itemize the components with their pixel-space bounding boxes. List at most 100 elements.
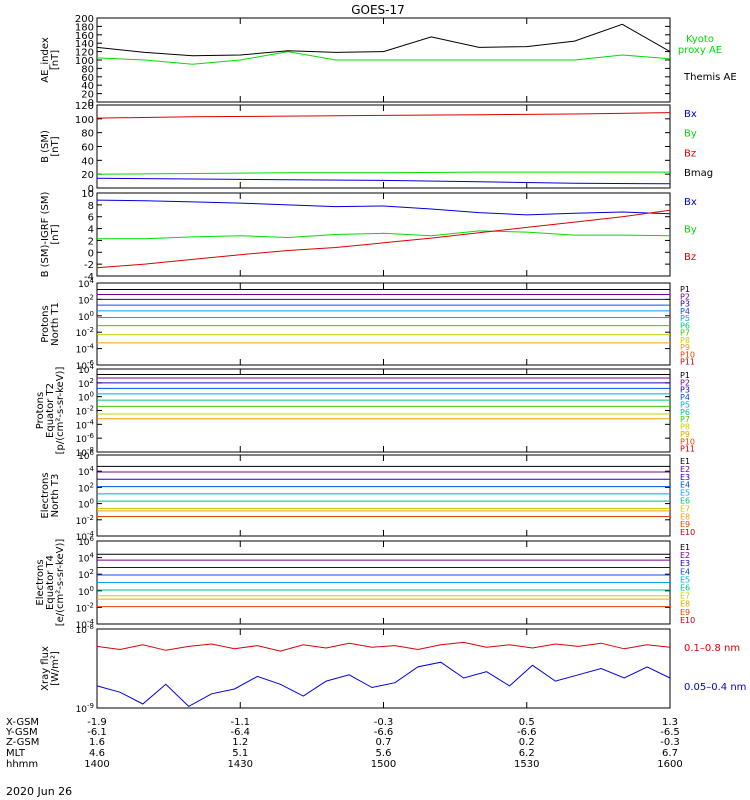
panel-0-y-tick-label: 20 — [81, 90, 94, 101]
panel-2-series-bx — [96, 199, 671, 216]
panel-2-y-tick-label: 2 — [88, 236, 94, 247]
orbit-row-value: 1400 — [84, 759, 109, 770]
panel-5-legend-e10: E10 — [680, 528, 695, 537]
panel-0-y-tick-label: 100 — [75, 56, 94, 67]
panel-3-legend-p9: P9 — [680, 343, 690, 352]
panel-6-legend-e7: E7 — [680, 592, 690, 601]
panel-5-legend-e8: E8 — [680, 512, 690, 521]
panel-6-legend-e1: E1 — [680, 543, 690, 552]
panel-5-y-tick-label: 104 — [78, 465, 94, 478]
panel-7-legend-long: 0.1–0.8 nm — [684, 643, 740, 654]
orbit-row-value: 1.3 — [662, 717, 678, 728]
panel-5-legend-e6: E6 — [680, 497, 690, 506]
panel-1-series-bx — [96, 177, 671, 185]
panel-0-series-kyoto-proxy-ae — [96, 51, 671, 65]
panel-3-y-label: Protons — [40, 305, 51, 342]
orbit-row-label: hhmm — [6, 759, 38, 770]
panel-7-series-long — [96, 641, 671, 652]
panel-4-legend-p8: P8 — [680, 423, 690, 432]
panel-1-y-tick-label: 20 — [81, 170, 94, 181]
panel-3-legend-p3: P3 — [680, 300, 690, 309]
panel-1-y-tick-label: 0 — [88, 184, 94, 195]
orbit-row-value: 1500 — [371, 759, 396, 770]
panel-5-legend-e7: E7 — [680, 504, 690, 513]
orbit-row-value: -6.6 — [517, 727, 537, 738]
panel-7-legend-short: 0.05–0.4 nm — [684, 682, 746, 693]
orbit-row-value: -6.5 — [660, 727, 680, 738]
panel-4-legend-p11: P11 — [680, 445, 695, 454]
panel-2-frame — [96, 192, 671, 277]
orbit-row-value: -6.4 — [230, 727, 250, 738]
panel-5-legend-e5: E5 — [680, 489, 690, 498]
panel-5-y-label: North T3 — [50, 474, 61, 518]
panel-2-legend-bz: Bz — [684, 252, 696, 263]
panel-1-series-bz — [96, 112, 671, 119]
panel-0-legend-themis-ae: Themis AE — [683, 72, 737, 83]
panel-3-legend-p8: P8 — [680, 336, 690, 345]
panel-4-y-label: [p/(cm²-s-sr-keV)] — [55, 367, 66, 455]
orbit-row-value: 1530 — [514, 759, 539, 770]
panel-2-y-tick-label: 10 — [81, 189, 94, 200]
orbit-row-label: Y-GSM — [5, 727, 38, 738]
panel-2-legend-by: By — [684, 225, 697, 236]
orbit-row-value: 0.2 — [519, 737, 535, 748]
panel-4-legend-p1: P1 — [680, 371, 690, 380]
orbit-row-value: 1600 — [657, 759, 682, 770]
panel-6-legend-e10: E10 — [680, 616, 695, 625]
panel-5-legend-e1: E1 — [680, 457, 690, 466]
panel-6-legend-e4: E4 — [680, 567, 690, 576]
panel-3-legend-p2: P2 — [680, 292, 690, 301]
orbit-row-value: -1.1 — [230, 717, 250, 728]
panel-6-y-label: [e/(cm²-s-sr-keV)] — [55, 539, 66, 627]
panel-2-y-label: [nT] — [50, 224, 61, 244]
panel-6-y-tick-label: 104 — [78, 552, 94, 565]
panel-4-y-tick-label: 100 — [78, 391, 94, 404]
panel-2-y-label: B (SM)-IGRF (SM) — [40, 192, 51, 278]
panel-4-legend-p7: P7 — [680, 415, 690, 424]
orbit-row-value: 0.7 — [376, 737, 392, 748]
panel-0-y-label: AE_index — [40, 37, 51, 83]
panel-0-legend-kyoto-proxy-ae: Kyoto — [686, 34, 714, 45]
panel-1-y-label: B (SM) — [40, 130, 51, 163]
panel-4-legend-p2: P2 — [680, 378, 690, 387]
panel-1-y-tick-label: 80 — [81, 129, 94, 140]
panel-7-frame — [96, 628, 671, 709]
panel-2-legend-bx: Bx — [684, 197, 697, 208]
panel-2-series-by — [97, 230, 671, 240]
panel-1-y-label: [nT] — [50, 136, 61, 156]
panel-6-y-label: Equator T4 — [45, 555, 56, 610]
panel-2-y-tick-label: 0 — [88, 248, 94, 259]
panel-5-legend-e2: E2 — [680, 465, 690, 474]
orbit-row-value: -1.9 — [87, 717, 107, 728]
panel-0-y-tick-label: 140 — [75, 39, 94, 50]
panel-2-y-tick-label: 8 — [88, 201, 94, 212]
panel-0-y-tick-label: 200 — [75, 14, 94, 25]
panel-3-frame — [96, 282, 671, 366]
panel-5-y-tick-label: 102 — [78, 481, 94, 494]
orbit-row-label: MLT — [6, 748, 26, 759]
panel-1-frame — [96, 104, 671, 189]
orbit-row-value: 5.1 — [232, 748, 248, 759]
panel-1-legend-bmag: Bmag — [684, 168, 713, 179]
panel-5-y-tick-label: 100 — [78, 498, 94, 511]
orbit-row-value: -6.6 — [374, 727, 394, 738]
panel-4-legend-p4: P4 — [680, 393, 690, 402]
orbit-row-value: 6.2 — [519, 748, 535, 759]
panel-0-y-tick-label: 120 — [75, 48, 94, 59]
panel-4-y-tick-label: 10-6 — [76, 432, 95, 445]
panel-0-y-tick-label: 80 — [81, 64, 94, 75]
panel-4-legend-p9: P9 — [680, 430, 690, 439]
panel-2-y-tick-label: 6 — [88, 213, 94, 224]
panel-1-y-tick-label: 100 — [75, 115, 94, 126]
panel-4-y-tick-label: 10-4 — [76, 418, 95, 431]
panel-7-series-short — [96, 661, 671, 708]
panel-0-y-label: [nT] — [50, 50, 61, 70]
panel-3-legend-p11: P11 — [680, 358, 695, 367]
orbit-row-value: 1.2 — [232, 737, 248, 748]
panel-1-y-tick-label: 60 — [81, 143, 94, 154]
panel-6-legend-e8: E8 — [680, 600, 690, 609]
panel-6-legend-e2: E2 — [680, 551, 690, 560]
panel-0-y-tick-label: 40 — [81, 81, 94, 92]
